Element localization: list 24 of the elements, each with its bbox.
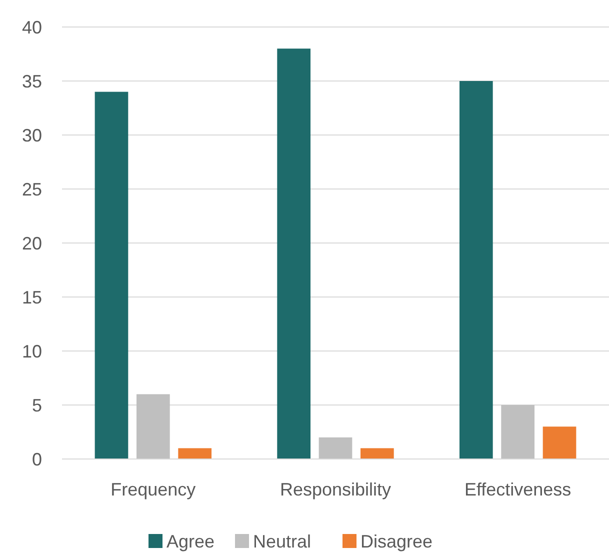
y-tick-label: 10 xyxy=(22,341,42,362)
bar xyxy=(501,405,535,459)
y-tick-label: 0 xyxy=(32,449,42,470)
bar xyxy=(459,81,493,459)
y-tick-label: 25 xyxy=(22,179,42,200)
y-tick-label: 30 xyxy=(22,125,42,146)
bar xyxy=(360,448,394,459)
bar xyxy=(277,48,310,459)
x-tick-label: Effectiveness xyxy=(464,479,572,500)
y-tick-label: 15 xyxy=(22,287,42,308)
bar xyxy=(136,394,170,459)
legend-label: Agree xyxy=(166,531,215,552)
y-tick-label: 40 xyxy=(22,17,42,38)
bar xyxy=(178,448,212,459)
y-tick-label: 35 xyxy=(22,71,42,92)
x-tick-label: Frequency xyxy=(110,479,196,500)
x-tick-label: Responsibility xyxy=(280,479,392,500)
bar xyxy=(318,437,352,459)
legend-label: Neutral xyxy=(253,531,312,552)
y-tick-label: 20 xyxy=(22,233,42,254)
bar xyxy=(94,92,128,459)
y-tick-label: 5 xyxy=(32,395,42,416)
legend-label: Disagree xyxy=(360,531,433,552)
bar xyxy=(542,426,576,459)
